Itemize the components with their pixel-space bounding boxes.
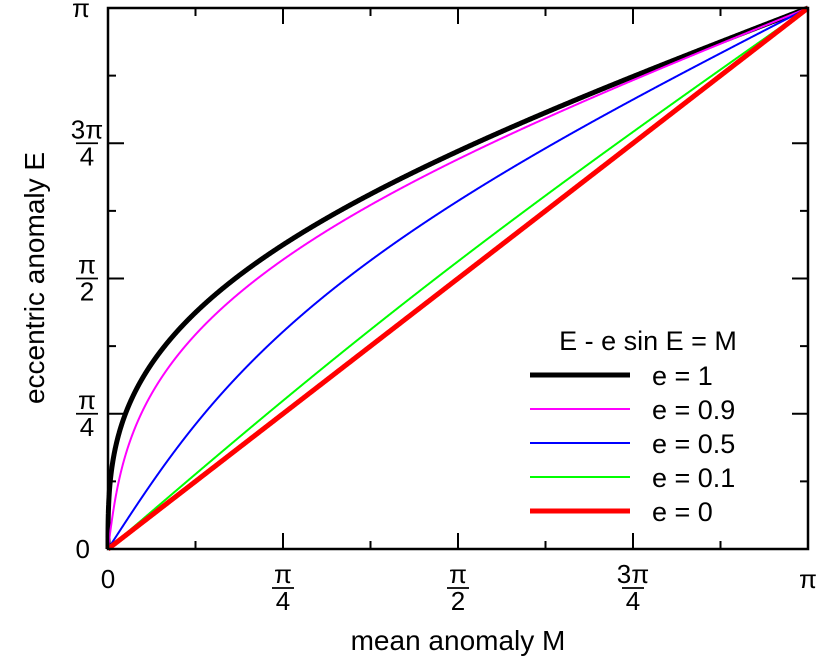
- legend-entry-3: e = 0.1: [652, 463, 735, 493]
- x-tick-label-4: π: [799, 564, 817, 594]
- x-tick-label-3: 3π4: [617, 559, 649, 616]
- x-tick-label-2: π2: [446, 559, 469, 616]
- x-tick-label-0: 0: [101, 564, 115, 594]
- legend-entry-0: e = 1: [652, 361, 713, 391]
- series-line-4: [106, 5, 810, 552]
- series-layer: [105, 5, 810, 552]
- y-tick-label-1: π4: [76, 385, 98, 442]
- x-tick-label-1-numerator: π: [274, 559, 292, 589]
- x-axis-label: mean anomaly M: [351, 625, 566, 656]
- x-tick-label-1: π4: [271, 559, 294, 616]
- y-tick-label-2-denominator: 2: [80, 277, 94, 307]
- legend-entry-4: e = 0: [652, 497, 713, 527]
- x-tick-label-1-denominator: 4: [276, 586, 290, 616]
- y-tick-label-0: 0: [76, 534, 90, 564]
- y-tick-label-1-numerator: π: [78, 385, 96, 415]
- y-tick-label-3: 3π4: [71, 114, 103, 171]
- x-tick-label-3-numerator: 3π: [617, 559, 649, 589]
- x-tick-label-3-denominator: 4: [626, 586, 640, 616]
- y-tick-label-2: π2: [76, 250, 98, 307]
- legend-items: e = 1 e = 0.9 e = 0.5 e = 0.1 e = 0: [530, 361, 735, 527]
- y-tick-label-3-numerator: 3π: [71, 114, 103, 144]
- legend-entry-1: e = 0.9: [652, 395, 735, 425]
- series-line-1: [107, 7, 809, 550]
- y-tick-label-2-numerator: π: [78, 250, 96, 280]
- series-line-2: [107, 7, 809, 550]
- x-tick-label-2-numerator: π: [449, 559, 467, 589]
- y-tick-label-3-denominator: 4: [80, 141, 94, 171]
- plot-frame: [106, 6, 810, 551]
- legend: E - e sin E = M e = 1 e = 0.9 e = 0.5 e = 0…: [530, 326, 737, 527]
- series-line-0: [105, 5, 810, 552]
- y-tick-label-1-denominator: 4: [80, 412, 94, 442]
- y-tick-label-4: π: [72, 0, 90, 23]
- series-line-3: [107, 7, 809, 550]
- y-axis-label: eccentric anomaly E: [19, 152, 50, 404]
- x-tick-label-2-denominator: 2: [451, 586, 465, 616]
- legend-entry-2: e = 0.5: [652, 429, 735, 459]
- legend-title: E - e sin E = M: [559, 326, 737, 356]
